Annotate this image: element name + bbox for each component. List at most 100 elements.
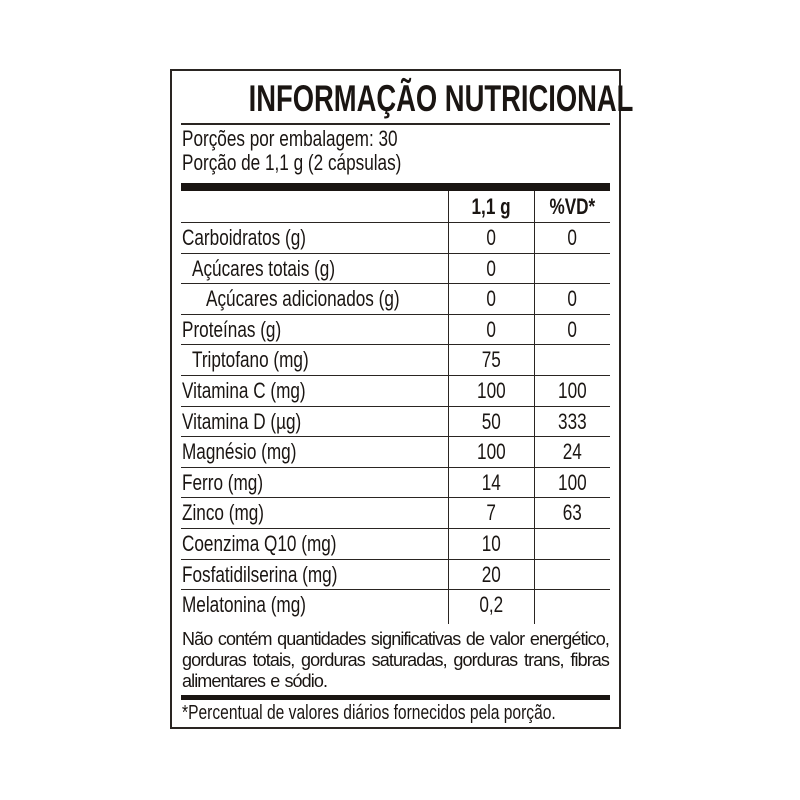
nutrition-facts-label: INFORMAÇÃO NUTRICIONAL Porções por embal… [170,69,634,729]
amount-text: 100 [477,377,506,403]
nutrient-name: Melatonina (mg) [181,590,448,624]
title-text: INFORMAÇÃO NUTRICIONAL [248,78,634,119]
amount-text: 0 [486,255,497,281]
divider [181,123,610,125]
nutrient-name-text: Açúcares totais (g) [192,255,336,281]
nutrient-amount: 0,2 [448,590,534,625]
thick-divider [181,183,610,191]
nutrient-dv: 0 [534,314,610,345]
nutrient-amount: 0 [448,314,534,345]
nutrient-dv: 0 [534,284,610,314]
dv-text: 0 [567,225,578,250]
nutrient-dv [534,253,610,284]
nutrient-amount: 100 [448,375,534,406]
table-row: Vitamina C (mg) 100 100 [181,375,610,407]
thick-divider-bottom [181,695,610,700]
nutrient-name: Vitamina D (µg) [181,407,448,437]
dv-text: 24 [562,439,583,465]
nutrient-dv: 63 [534,498,610,528]
table-row: Melatonina (mg) 0,2 [181,590,610,625]
nutrient-dv [534,559,610,590]
nutrient-dv: 100 [534,375,610,406]
nutrient-dv [534,528,610,559]
nutrient-name-text: Melatonina (mg) [182,592,306,618]
nutrient-name: Fosfatidilserina (mg) [181,560,448,590]
dv-text: 0 [567,316,578,342]
table-row: Carboidratos (g) 0 0 [181,223,610,254]
table-row: Fosfatidilserina (mg) 20 [181,559,610,591]
nutrient-name-text: Zinco (mg) [182,500,264,526]
amount-text: 10 [481,530,502,556]
nutrient-amount: 0 [448,253,534,284]
header-dv-text: %VD* [549,194,596,219]
footnote-text: *Percentual de valores diários fornecido… [182,702,556,724]
label-title: INFORMAÇÃO NUTRICIONAL [181,77,634,121]
table-row: Açúcares totais (g) 0 [181,253,610,285]
nutrient-name: Ferro (mg) [181,468,448,498]
nutrient-amount: 10 [448,528,534,559]
nutrient-name: Açúcares adicionados (g) [181,284,448,314]
nutrient-dv: 24 [534,437,610,467]
nutrient-amount: 50 [448,406,534,437]
nutrient-name: Zinco (mg) [181,498,448,528]
dv-text: 100 [558,377,587,403]
nutrient-amount: 7 [448,498,534,528]
amount-text: 20 [481,561,502,587]
nutrient-name: Carboidratos (g) [181,223,448,253]
nutrient-name-text: Fosfatidilserina (mg) [182,561,338,587]
nutrient-name-text: Coenzima Q10 (mg) [182,530,337,556]
dv-text: 100 [558,469,587,495]
nutrient-name-text: Proteínas (g) [182,316,282,342]
amount-text: 14 [481,469,502,495]
nutrient-name-text: Triptofano (mg) [192,347,309,373]
table-row: Vitamina D (µg) 50 333 [181,406,610,438]
header-amount-text: 1,1 g [471,194,512,219]
nutrient-dv: 0 [534,223,610,253]
header-nutrient [181,191,448,222]
nutrient-name: Magnésio (mg) [181,437,448,467]
nutrient-name: Vitamina C (mg) [181,376,448,406]
table-header: 1,1 g %VD* [181,191,610,223]
nutrient-dv: 100 [534,467,610,498]
nutrient-name-text: Ferro (mg) [182,469,264,495]
amount-text: 7 [486,500,497,526]
nutrient-table: 1,1 g %VD* Carboidratos (g) 0 0 Açúcares to… [181,191,610,625]
not-significant-note: Não contém quantidades significativas de… [182,629,610,691]
table-row: Açúcares adicionados (g) 0 0 [181,284,610,315]
servings-text: Porções por embalagem: 30 [182,126,398,151]
nutrient-name: Coenzima Q10 (mg) [181,529,448,559]
amount-text: 75 [481,347,502,373]
nutrient-name: Proteínas (g) [181,315,448,345]
amount-text: 0 [486,225,497,250]
nutrient-name-text: Vitamina C (mg) [182,377,306,403]
nutrient-amount: 0 [448,223,534,253]
nutrient-amount: 14 [448,467,534,498]
amount-text: 0 [486,316,497,342]
nutrient-amount: 100 [448,437,534,467]
nutrient-name-text: Carboidratos (g) [182,225,306,250]
nutrient-name: Açúcares totais (g) [181,254,448,284]
nutrient-amount: 75 [448,345,534,375]
table-row: Zinco (mg) 7 63 [181,498,610,529]
table-row: Triptofano (mg) 75 [181,345,610,376]
nutrient-name: Triptofano (mg) [181,345,448,375]
dv-text: 63 [562,500,583,526]
dv-text: 0 [567,286,578,312]
nutrient-name-text: Magnésio (mg) [182,439,297,465]
amount-text: 100 [477,439,506,465]
footnote: *Percentual de valores diários fornecido… [182,701,661,725]
nutrient-amount: 20 [448,559,534,590]
nutrient-dv: 333 [534,406,610,437]
header-dv: %VD* [534,191,610,222]
amount-text: 50 [481,408,502,434]
header-amount: 1,1 g [448,191,534,222]
nutrient-name-text: Açúcares adicionados (g) [206,286,400,312]
table-row: Coenzima Q10 (mg) 10 [181,528,610,560]
nutrient-amount: 0 [448,284,534,314]
table-row: Proteínas (g) 0 0 [181,314,610,346]
table-row: Magnésio (mg) 100 24 [181,437,610,468]
dv-text: 333 [558,408,587,434]
nutrient-dv [534,590,610,625]
amount-text: 0,2 [479,592,504,618]
amount-text: 0 [486,286,497,312]
